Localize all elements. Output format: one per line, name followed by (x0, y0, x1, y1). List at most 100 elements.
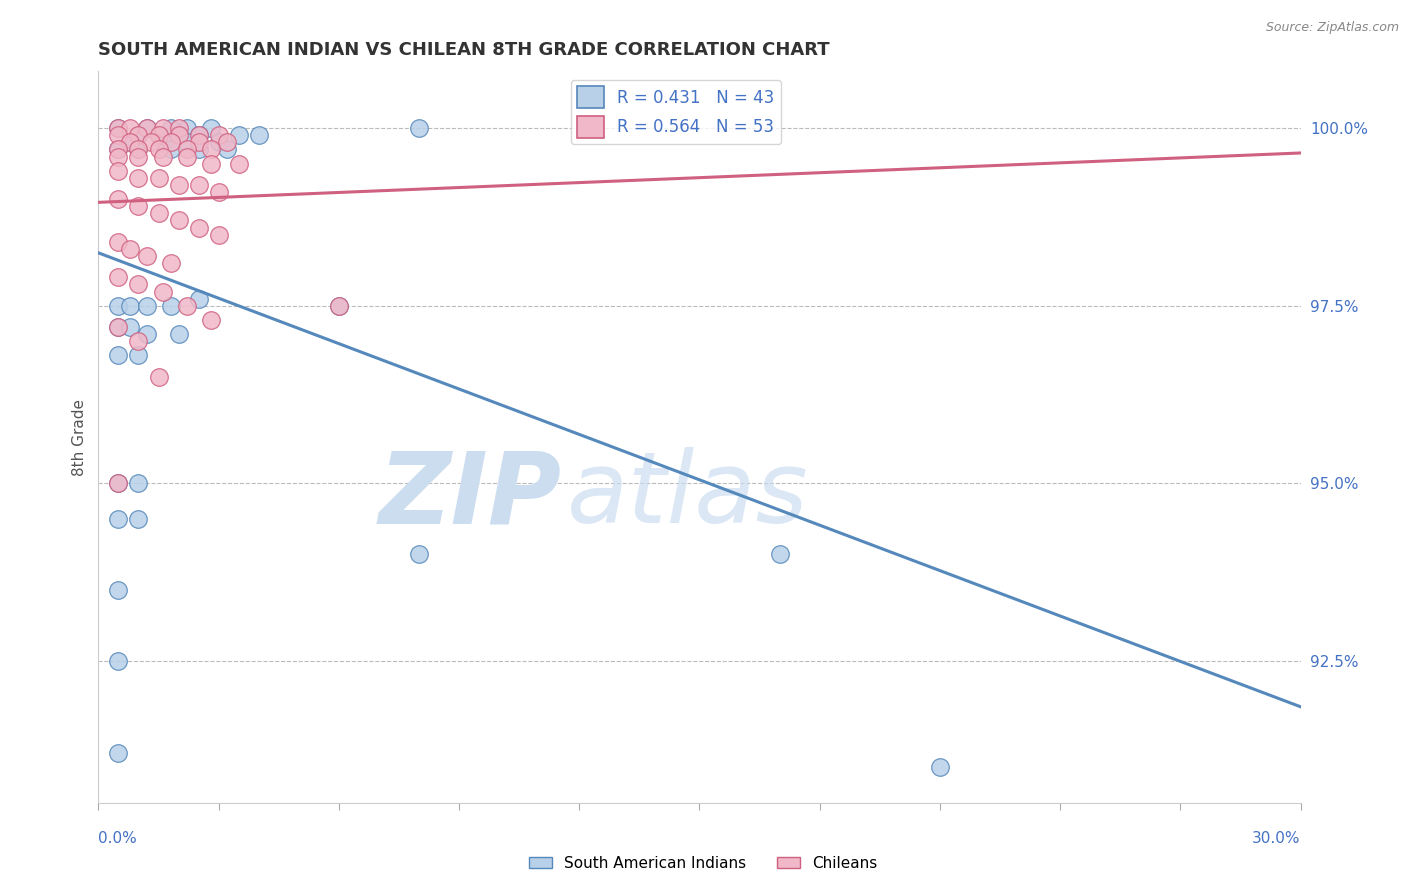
Point (328, 299, 350, 313)
Text: atlas: atlas (567, 447, 808, 544)
Point (107, 163, 129, 178)
Point (208, 136, 231, 150)
Point (128, 348, 150, 362)
Text: ZIP: ZIP (378, 447, 561, 544)
Point (128, 143, 150, 157)
Point (107, 121, 129, 136)
Point (135, 249, 157, 263)
Point (176, 299, 198, 313)
Point (135, 121, 157, 136)
Point (187, 220, 209, 235)
Point (176, 136, 198, 150)
Point (247, 128, 270, 143)
Text: 0.0%: 0.0% (98, 831, 138, 846)
Point (200, 121, 222, 136)
Point (107, 320, 129, 334)
Text: SOUTH AMERICAN INDIAN VS CHILEAN 8TH GRADE CORRELATION CHART: SOUTH AMERICAN INDIAN VS CHILEAN 8TH GRA… (98, 41, 830, 59)
Point (107, 150, 129, 164)
Point (107, 235, 129, 249)
Point (200, 143, 222, 157)
Point (128, 150, 150, 164)
Point (167, 121, 190, 136)
Point (139, 136, 162, 150)
Point (107, 476, 129, 491)
Point (107, 582, 129, 597)
Point (167, 128, 190, 143)
Point (167, 178, 190, 192)
Point (107, 299, 129, 313)
Point (159, 136, 181, 150)
Point (228, 128, 250, 143)
Point (215, 143, 238, 157)
Point (128, 334, 150, 349)
Point (200, 156, 222, 170)
Point (148, 170, 170, 185)
Text: 30.0%: 30.0% (1253, 831, 1301, 846)
Point (152, 285, 174, 299)
Point (128, 143, 150, 157)
Point (208, 128, 231, 143)
Point (408, 547, 430, 561)
Point (107, 143, 129, 157)
Point (408, 121, 430, 136)
Point (215, 136, 238, 150)
Point (167, 128, 190, 143)
Point (148, 369, 170, 384)
Point (208, 185, 231, 199)
Point (176, 121, 198, 136)
Point (107, 192, 129, 206)
Point (187, 128, 209, 143)
Point (120, 242, 142, 256)
Point (135, 327, 157, 342)
Point (128, 512, 150, 526)
Point (159, 143, 181, 157)
Point (107, 476, 129, 491)
Point (159, 299, 181, 313)
Point (107, 270, 129, 285)
Y-axis label: 8th Grade: 8th Grade (72, 399, 87, 475)
Point (187, 128, 209, 143)
Point (128, 128, 150, 143)
Legend: South American Indians, Chileans: South American Indians, Chileans (523, 850, 883, 877)
Point (159, 256, 181, 270)
Point (159, 121, 181, 136)
Point (128, 170, 150, 185)
Point (107, 143, 129, 157)
Point (128, 199, 150, 213)
Point (152, 136, 174, 150)
Point (107, 512, 129, 526)
Point (208, 227, 231, 242)
Point (120, 121, 142, 136)
Point (187, 292, 209, 306)
Point (135, 121, 157, 136)
Point (148, 128, 170, 143)
Point (107, 128, 129, 143)
Point (187, 136, 209, 150)
Point (148, 128, 170, 143)
Point (128, 476, 150, 491)
Point (176, 143, 198, 157)
Point (167, 327, 190, 342)
Point (187, 143, 209, 157)
Point (128, 128, 150, 143)
Point (167, 213, 190, 227)
Point (120, 136, 142, 150)
Text: Source: ZipAtlas.com: Source: ZipAtlas.com (1265, 21, 1399, 34)
Point (148, 206, 170, 220)
Point (768, 547, 790, 561)
Point (328, 299, 350, 313)
Point (152, 121, 174, 136)
Point (120, 299, 142, 313)
Point (148, 143, 170, 157)
Point (135, 299, 157, 313)
Point (107, 654, 129, 668)
Legend: R = 0.431   N = 43, R = 0.564   N = 53: R = 0.431 N = 43, R = 0.564 N = 53 (571, 79, 782, 145)
Point (128, 277, 150, 292)
Point (187, 178, 209, 192)
Point (107, 121, 129, 136)
Point (176, 150, 198, 164)
Point (107, 348, 129, 362)
Point (200, 313, 222, 327)
Point (929, 760, 952, 774)
Point (152, 150, 174, 164)
